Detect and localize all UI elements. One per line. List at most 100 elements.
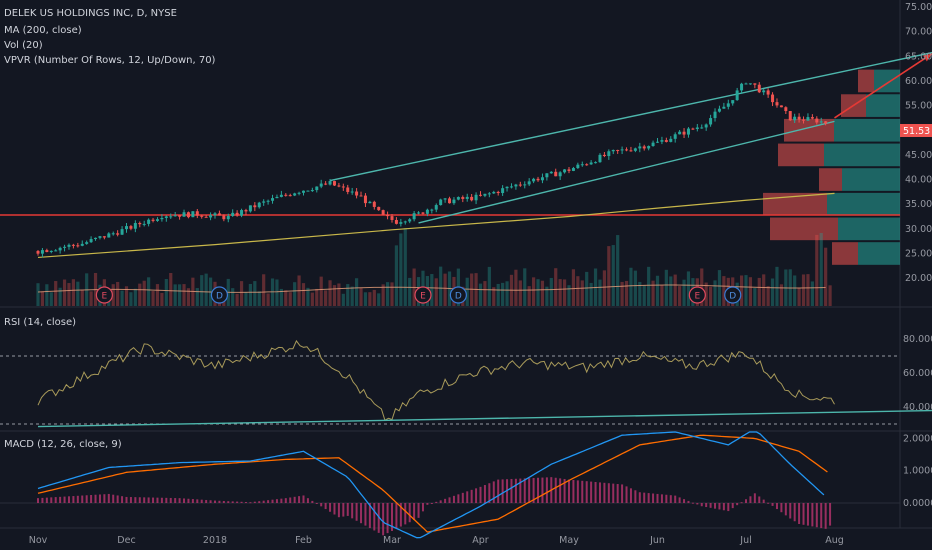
macd-histogram-bar (736, 503, 739, 506)
volume-bar (49, 292, 53, 306)
macd-histogram-bar (129, 497, 132, 503)
dividend-marker[interactable] (449, 286, 467, 304)
rsi-legend[interactable]: RSI (14, close) (4, 317, 76, 328)
volume-bar (173, 284, 177, 306)
earnings-marker[interactable] (95, 286, 113, 304)
candle-body (235, 212, 239, 216)
projection-arrow[interactable] (834, 53, 932, 119)
volume-bar (124, 286, 129, 306)
candle-body (509, 186, 513, 188)
study-vol-legend[interactable]: Vol (20) (4, 40, 43, 51)
candle-body (279, 194, 283, 197)
channel-lower-line[interactable] (418, 120, 835, 224)
candle-body (315, 186, 319, 191)
volume-bar (815, 234, 819, 306)
candle-body (248, 205, 252, 212)
volume-bar (678, 286, 682, 306)
macd-legend[interactable]: MACD (12, 26, close, 9) (4, 439, 122, 450)
macd-histogram-bar (559, 478, 562, 503)
earnings-marker[interactable] (414, 286, 432, 304)
volume-bar (801, 274, 806, 306)
vpvr-row-up (834, 118, 900, 142)
candle-body (319, 183, 323, 187)
candle-body (585, 164, 589, 166)
macd-histogram-bar (408, 503, 411, 523)
candle-body (580, 164, 584, 166)
volume-bar (301, 283, 306, 306)
candle-body (784, 107, 788, 112)
volume-bar (824, 247, 828, 306)
candle-body (421, 212, 425, 214)
volume-bar (390, 282, 394, 306)
volume-bar (381, 284, 385, 306)
volume-bar (655, 275, 660, 306)
volume-bar (496, 283, 500, 306)
candle-body (638, 146, 642, 149)
volume-bar (717, 270, 722, 306)
candle-body (523, 184, 527, 186)
candle-body (377, 206, 381, 211)
macd-histogram-bar (227, 501, 230, 503)
earnings-marker[interactable] (688, 286, 706, 304)
macd-histogram-bar (413, 503, 416, 521)
candle-body (306, 190, 310, 192)
candle-body (182, 212, 186, 217)
macd-histogram-bar (448, 497, 451, 503)
volume-bar (748, 277, 753, 306)
volume-bar (651, 280, 655, 306)
volume-bar (200, 275, 204, 306)
macd-histogram-bar (705, 503, 708, 508)
candle-body (324, 183, 328, 185)
macd-histogram-bar (209, 500, 212, 503)
study-ma-legend[interactable]: MA (200, close) (4, 25, 82, 36)
y-tick-label: 60.00 (905, 76, 932, 87)
volume-bar (686, 271, 691, 306)
macd-histogram-bar (205, 499, 208, 503)
last-price-badge (900, 124, 932, 137)
candle-body (54, 250, 58, 252)
dividend-marker[interactable] (210, 286, 229, 304)
dividend-marker[interactable] (724, 286, 742, 304)
volume-bar (204, 273, 208, 306)
rsi-trend-line[interactable] (37, 409, 932, 428)
candle-body (58, 247, 62, 251)
macd-histogram-bar (523, 478, 526, 503)
candle-body (45, 250, 49, 252)
candle-body (284, 194, 288, 196)
volume-bar (757, 277, 761, 306)
candle-body (501, 188, 505, 194)
volume-bar (372, 289, 376, 306)
volume-bar (231, 288, 235, 306)
macd-histogram-bar (603, 482, 606, 503)
volume-bar (151, 291, 155, 306)
macd-histogram-bar (492, 481, 495, 503)
candle-body (408, 219, 412, 222)
volume-bar (399, 233, 403, 306)
macd-histogram-bar (820, 503, 823, 529)
macd-histogram-bar (54, 497, 57, 503)
candle-body (209, 215, 213, 218)
macd-histogram-bar (696, 503, 699, 505)
candle-body (439, 199, 443, 206)
study-vpvr-legend[interactable]: VPVR (Number Of Rows, 12, Up/Down, 70) (4, 55, 216, 66)
candle-body (443, 198, 447, 200)
macd-histogram-bar (218, 500, 221, 503)
volume-bar (611, 245, 615, 306)
candle-body (518, 184, 522, 186)
candle-body (94, 237, 98, 240)
channel-upper-line[interactable] (329, 49, 932, 182)
macd-histogram-bar (382, 503, 385, 536)
macd-histogram-bar (753, 493, 756, 503)
macd-histogram-bar (346, 503, 349, 516)
macd-histogram-bar (466, 491, 469, 503)
volume-bar (669, 276, 673, 306)
candle-body (678, 131, 682, 135)
candle-body (310, 190, 314, 192)
candle-body (288, 195, 292, 197)
candle-body (762, 90, 766, 93)
volume-bar (532, 277, 536, 306)
volume-bar (62, 279, 67, 306)
candle-body (217, 213, 221, 216)
